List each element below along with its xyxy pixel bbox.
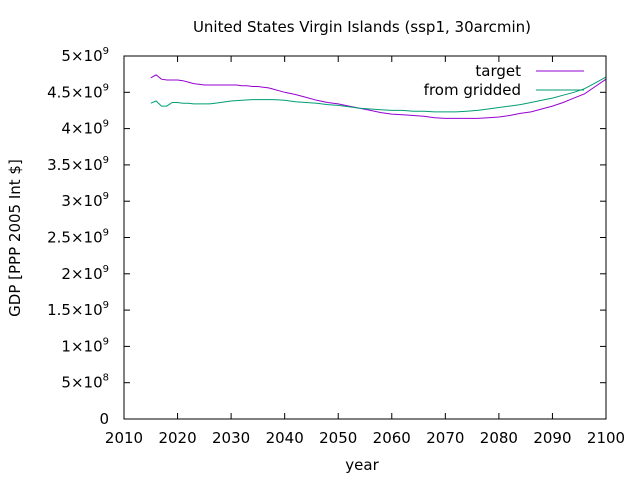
- y-tick-label: 2.5×109: [47, 228, 109, 247]
- y-tick-label: 5×108: [61, 373, 109, 392]
- x-tick-label: 2100: [587, 429, 625, 447]
- y-tick-label: 3×109: [61, 191, 109, 210]
- y-tick-label: 3.5×109: [47, 155, 109, 174]
- x-tick-label: 2030: [212, 429, 250, 447]
- x-tick-label: 2010: [105, 429, 143, 447]
- x-axis-label: year: [345, 456, 379, 474]
- x-tick-label: 2080: [480, 429, 518, 447]
- series-line-1: [150, 76, 607, 113]
- x-tick-label: 2050: [319, 429, 357, 447]
- x-tick-label: 2060: [373, 429, 411, 447]
- legend-label-0: target: [475, 62, 521, 80]
- x-tick-label: 2020: [158, 429, 196, 447]
- y-tick-label: 0: [99, 410, 109, 428]
- x-tick-label: 2090: [533, 429, 571, 447]
- plot-border: [123, 55, 607, 420]
- y-tick-label: 4.5×109: [47, 82, 109, 101]
- x-tick-label: 2070: [426, 429, 464, 447]
- legend-label-1: from gridded: [424, 81, 521, 99]
- series-line-0: [150, 74, 607, 119]
- chart-title: United States Virgin Islands (ssp1, 30ar…: [193, 18, 531, 36]
- y-tick-label: 1.5×109: [47, 300, 109, 319]
- y-tick-label: 4×109: [61, 119, 109, 138]
- x-tick-label: 2040: [266, 429, 304, 447]
- y-tick-label: 1×109: [61, 336, 109, 355]
- y-axis-label: GDP [PPP 2005 Int $]: [6, 159, 24, 317]
- axis-ticks: 0 5×108 1×109 1.5×109 2×109 2.5×109 3×109 3.5×1…: [47, 46, 625, 447]
- series-lines: [150, 74, 607, 119]
- y-tick-label: 2×109: [61, 264, 109, 283]
- y-tick-label: 5×109: [61, 46, 109, 65]
